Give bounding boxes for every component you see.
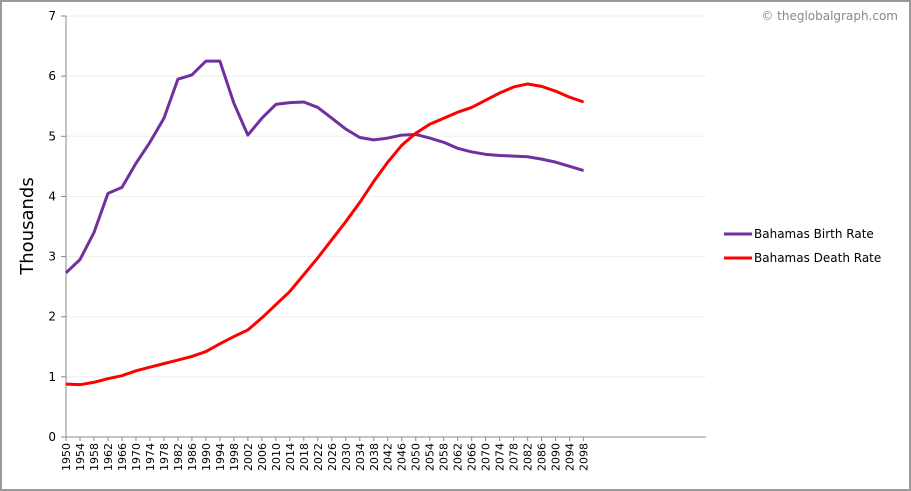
x-tick-label: 2030 — [340, 443, 353, 471]
x-tick-label: 2034 — [354, 443, 367, 471]
data-line — [64, 59, 585, 274]
y-tick-label: 5 — [48, 129, 56, 143]
x-tick-label: 2046 — [396, 443, 409, 471]
x-tick-label: 2086 — [536, 443, 549, 471]
x-tick-label: 1994 — [214, 443, 227, 471]
y-tick-label: 6 — [48, 69, 56, 83]
y-tick-label: 4 — [48, 189, 56, 203]
x-tick-label: 2090 — [550, 443, 563, 471]
x-tick-label: 2050 — [410, 443, 423, 471]
x-tick-label: 2062 — [452, 443, 465, 471]
x-tick-label: 1974 — [144, 443, 157, 471]
x-tick-label: 2074 — [494, 443, 507, 471]
x-tick-label: 1966 — [116, 443, 129, 471]
x-tick-label: 1990 — [200, 443, 213, 471]
y-tick-label: 7 — [48, 9, 56, 23]
x-tick-label: 2038 — [368, 443, 381, 471]
y-tick-label: 1 — [48, 370, 56, 384]
x-tick-label: 1978 — [158, 443, 171, 471]
x-tick-label: 1986 — [186, 443, 199, 471]
x-tick-label: 2018 — [298, 443, 311, 471]
x-tick-label: 1982 — [172, 443, 185, 471]
x-tick-label: 2066 — [466, 443, 479, 471]
x-tick-label: 1970 — [130, 443, 143, 471]
y-tick-label: 2 — [48, 310, 56, 324]
x-tick-label: 2010 — [270, 443, 283, 471]
x-tick-label: 1998 — [228, 443, 241, 471]
x-tick-label: 2014 — [284, 443, 297, 471]
watermark: © theglobalgraph.com — [761, 9, 898, 23]
x-tick-label: 2098 — [578, 443, 591, 471]
y-axis-label: Thousands — [17, 177, 38, 275]
x-tick-label: 2058 — [438, 443, 451, 471]
x-tick-label: 2054 — [424, 443, 437, 471]
x-tick-label: 2082 — [522, 443, 535, 471]
x-tick-label: 2070 — [480, 443, 493, 471]
x-tick-label: 2022 — [312, 443, 325, 471]
x-tick-label: 2042 — [382, 443, 395, 471]
x-tick-label: 2094 — [564, 443, 577, 471]
legend-label: Bahamas Birth Rate — [754, 227, 874, 241]
y-tick-label: 3 — [48, 250, 56, 264]
legend-label: Bahamas Death Rate — [754, 251, 881, 265]
x-tick-label: 1950 — [60, 443, 73, 471]
y-tick-label: 0 — [48, 430, 56, 444]
x-tick-label: 2002 — [242, 443, 255, 471]
x-tick-label: 2078 — [508, 443, 521, 471]
x-tick-label: 1962 — [102, 443, 115, 471]
x-tick-label: 2026 — [326, 443, 339, 471]
x-tick-label: 2006 — [256, 443, 269, 471]
data-line — [65, 82, 585, 387]
x-tick-label: 1954 — [74, 443, 87, 471]
x-tick-label: 1958 — [88, 443, 101, 471]
